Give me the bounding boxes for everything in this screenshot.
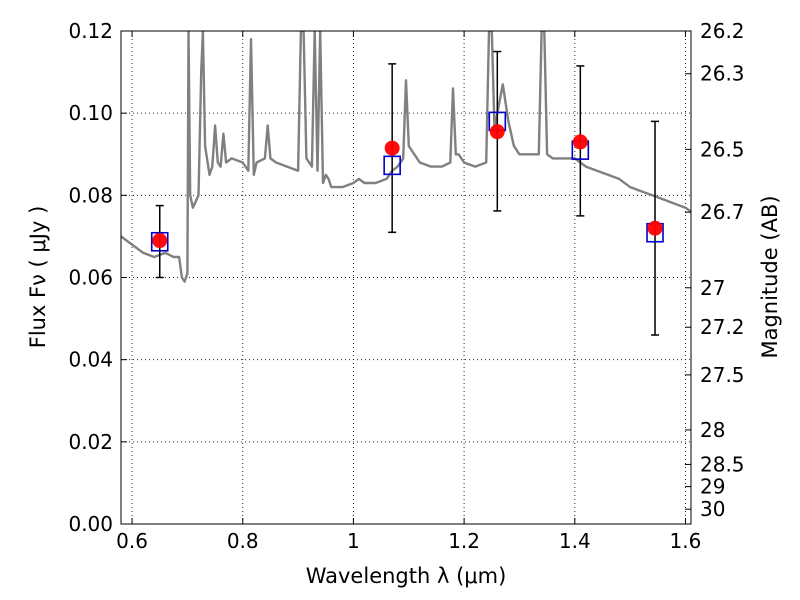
mag-tick-label: 26.5	[700, 137, 745, 161]
observed-point	[489, 124, 505, 140]
y-tick-label: 0.00	[68, 512, 113, 536]
mag-tick-label: 30	[700, 497, 725, 521]
x-tick-label: 1.6	[670, 529, 702, 553]
ticks	[121, 30, 691, 525]
mag-tick-label: 28.5	[700, 452, 745, 476]
spectrum-line	[121, 31, 691, 283]
y-tick-label: 0.02	[68, 430, 113, 454]
x-tick-label: 1.4	[559, 529, 591, 553]
mag-tick-label: 27	[700, 276, 725, 300]
observed-point	[647, 220, 663, 236]
mag-tick-label: 27.5	[700, 363, 745, 387]
y-tick-label: 0.04	[68, 348, 113, 372]
y-tick-label: 0.08	[68, 183, 113, 207]
model-square	[150, 231, 169, 252]
x-tick-label: 1.2	[448, 529, 480, 553]
mag-tick-label: 27.2	[700, 315, 745, 339]
mag-tick-label: 29	[700, 475, 725, 499]
x-tick-label: 0.8	[227, 529, 259, 553]
x-tick-label: 0.6	[116, 529, 148, 553]
mag-tick-label: 26.2	[700, 19, 745, 43]
y-axis-label: Flux Fν ( μJy )	[26, 206, 50, 349]
x-axis-label: Wavelength λ (μm)	[306, 564, 507, 588]
observed-point	[152, 233, 168, 249]
mag-tick-label: 28	[700, 418, 725, 442]
y-tick-label: 0.10	[68, 101, 113, 125]
points-layer	[150, 111, 664, 252]
tick-labels: 0.6 0.8 1 1.2 1.4 1.6 0.00 0.02 0.04 0.06 0.08 0.10…	[68, 19, 744, 553]
mag-tick-label: 26.7	[700, 200, 745, 224]
spectrum-layer	[121, 31, 691, 283]
observed-point	[384, 140, 400, 156]
mag-tick-label: 26.3	[700, 62, 745, 86]
x-tick-label: 1	[347, 529, 360, 553]
model-square	[383, 155, 401, 176]
right-axis-label: Magnitude (AB)	[758, 195, 782, 358]
y-tick-label: 0.12	[68, 19, 113, 43]
observed-point	[572, 134, 588, 150]
y-tick-label: 0.06	[68, 266, 113, 290]
